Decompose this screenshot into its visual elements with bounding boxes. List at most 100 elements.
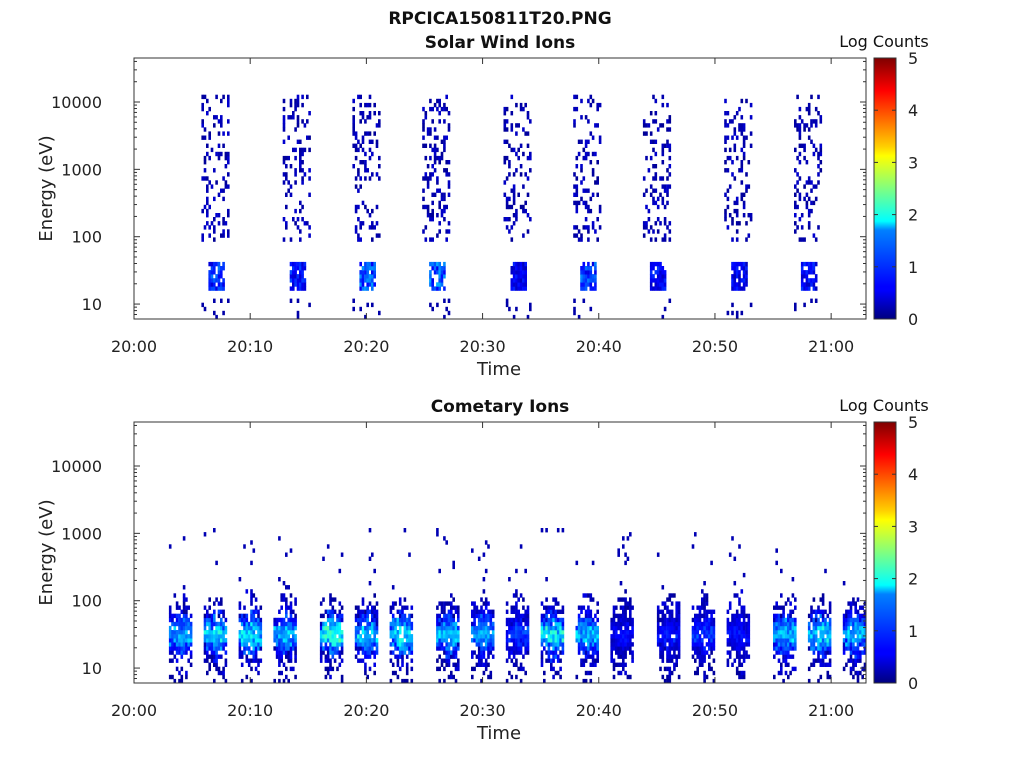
data-cell bbox=[285, 654, 288, 659]
data-cell bbox=[436, 180, 439, 185]
data-cell bbox=[819, 143, 823, 148]
data-cell bbox=[215, 658, 218, 663]
data-cell bbox=[431, 237, 434, 242]
data-cell bbox=[213, 662, 216, 667]
data-cell bbox=[484, 666, 488, 672]
data-cell bbox=[561, 634, 565, 639]
data-cell bbox=[791, 625, 795, 631]
data-cell bbox=[701, 642, 704, 647]
data-cell bbox=[254, 625, 258, 631]
data-cell bbox=[210, 221, 214, 226]
data-cell bbox=[540, 625, 544, 631]
data-cell bbox=[554, 646, 558, 651]
data-cell bbox=[308, 233, 311, 238]
data-cell bbox=[222, 642, 225, 647]
data-cell bbox=[210, 613, 214, 619]
data-cell bbox=[340, 646, 344, 651]
data-cell bbox=[433, 168, 437, 173]
data-cell bbox=[624, 552, 627, 557]
data-cell bbox=[510, 658, 514, 663]
data-cell bbox=[278, 678, 281, 684]
data-cell bbox=[666, 192, 669, 197]
data-cell bbox=[217, 143, 221, 148]
data-cell bbox=[361, 111, 365, 116]
data-cell bbox=[735, 196, 739, 202]
data-cell bbox=[294, 654, 297, 659]
data-cell bbox=[471, 601, 474, 606]
data-cell bbox=[742, 605, 746, 610]
data-cell bbox=[213, 654, 216, 659]
data-cell bbox=[238, 634, 242, 639]
data-cell bbox=[447, 609, 451, 614]
data-cell bbox=[206, 208, 209, 214]
data-cell bbox=[515, 625, 518, 631]
data-cell bbox=[728, 184, 732, 189]
data-cell bbox=[589, 646, 593, 651]
data-cell bbox=[273, 625, 276, 631]
data-cell bbox=[489, 650, 493, 655]
data-cell bbox=[735, 274, 739, 279]
data-cell bbox=[489, 646, 493, 651]
data-cell bbox=[175, 666, 179, 672]
data-cell bbox=[791, 646, 795, 651]
data-cell bbox=[175, 650, 179, 655]
data-cell bbox=[487, 650, 490, 655]
data-cell bbox=[556, 646, 560, 651]
data-cell bbox=[814, 261, 818, 267]
data-cell bbox=[480, 605, 483, 610]
data-cell bbox=[505, 155, 509, 161]
data-cell bbox=[503, 155, 507, 161]
data-cell bbox=[489, 625, 493, 631]
data-cell bbox=[389, 634, 393, 639]
data-cell bbox=[484, 642, 488, 647]
data-cell bbox=[180, 638, 184, 643]
data-cell bbox=[821, 593, 825, 598]
data-cell bbox=[589, 625, 593, 631]
data-cell bbox=[661, 184, 665, 189]
data-cell bbox=[656, 266, 660, 271]
data-cell bbox=[547, 642, 551, 647]
data-cell bbox=[287, 188, 290, 193]
data-cell bbox=[817, 642, 820, 647]
data-cell bbox=[735, 642, 739, 647]
data-cell bbox=[649, 184, 653, 189]
data-cell bbox=[522, 151, 525, 157]
data-cell bbox=[856, 642, 860, 647]
data-cell bbox=[598, 208, 602, 214]
data-cell bbox=[826, 613, 830, 619]
data-cell bbox=[477, 613, 481, 619]
data-cell bbox=[619, 650, 623, 655]
data-cell bbox=[338, 613, 342, 619]
data-cell bbox=[668, 666, 672, 672]
data-cell bbox=[733, 274, 737, 279]
data-cell bbox=[447, 160, 451, 165]
data-cell bbox=[201, 119, 204, 124]
data-cell bbox=[584, 638, 588, 643]
data-cell bbox=[659, 650, 662, 655]
data-cell bbox=[294, 127, 297, 132]
data-cell bbox=[814, 298, 818, 303]
data-cell bbox=[431, 106, 434, 112]
data-cell bbox=[440, 638, 444, 643]
data-cell bbox=[408, 617, 411, 623]
data-cell bbox=[505, 638, 509, 643]
data-cell bbox=[394, 642, 397, 647]
data-cell bbox=[747, 630, 751, 635]
data-cell bbox=[422, 119, 425, 124]
data-cell bbox=[508, 617, 511, 623]
data-cell bbox=[698, 605, 702, 610]
data-cell bbox=[443, 621, 446, 627]
data-cell bbox=[454, 650, 458, 655]
data-cell bbox=[203, 155, 207, 161]
data-cell bbox=[735, 650, 739, 655]
data-cell bbox=[747, 638, 751, 643]
data-cell bbox=[510, 123, 514, 128]
data-cell bbox=[505, 634, 509, 639]
data-cell bbox=[573, 225, 576, 230]
data-cell bbox=[543, 605, 546, 610]
data-cell bbox=[375, 123, 379, 128]
data-cell bbox=[780, 621, 783, 627]
data-cell bbox=[364, 168, 367, 173]
data-cell bbox=[577, 237, 581, 242]
data-cell bbox=[201, 237, 204, 242]
